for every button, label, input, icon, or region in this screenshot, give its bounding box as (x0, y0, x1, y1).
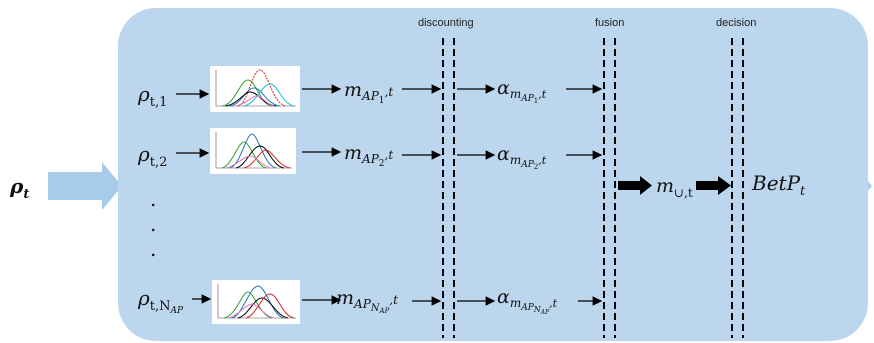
rho-row-n: ρt,NAP (137, 286, 184, 316)
fusion-output-arrow (618, 176, 652, 195)
distribution-plot-1 (210, 66, 300, 112)
svg-text:.: . (150, 187, 156, 211)
input-arrow (48, 162, 122, 210)
fusion-divider (603, 38, 616, 338)
decision-arrow (696, 176, 731, 195)
alpha-row-1: αmAP1,t (497, 77, 547, 105)
rho-row-1: ρt,1 (137, 82, 167, 110)
input-rho-label: ρt (9, 174, 29, 202)
stage-label-fusion: fusion (595, 17, 624, 29)
m-row-n: mAPNAP,t (336, 287, 398, 315)
vertical-ellipsis: . . . (150, 187, 156, 261)
stage-label-discounting: discounting (418, 17, 474, 29)
row-2: ρt,2 mAP2,t αmAP2,t (137, 128, 603, 174)
rho-row-2: ρt,2 (137, 142, 167, 170)
m-row-1: mAP1,t (344, 79, 393, 106)
combined-mass-label: m∪,t (656, 175, 693, 200)
processing-panel (118, 8, 868, 341)
stage-label-decision: decision (716, 17, 756, 29)
row-n: ρt,NAP mAPNAP,t αmAPNAP,t (137, 280, 603, 324)
betp-label: BetPt (751, 171, 806, 199)
alpha-row-2: αmAP2,t (497, 143, 547, 171)
svg-text:.: . (150, 212, 156, 236)
alpha-row-n: αmAPNAP,t (497, 286, 558, 316)
distribution-plot-n (212, 280, 300, 324)
row-1: ρt,1 mAP1,t αmAP1,t (137, 66, 603, 112)
distribution-plot-2 (210, 128, 296, 174)
svg-text:.: . (150, 237, 156, 261)
discounting-divider (442, 38, 455, 338)
decision-divider (731, 38, 744, 338)
m-row-2: mAP2,t (344, 142, 393, 169)
